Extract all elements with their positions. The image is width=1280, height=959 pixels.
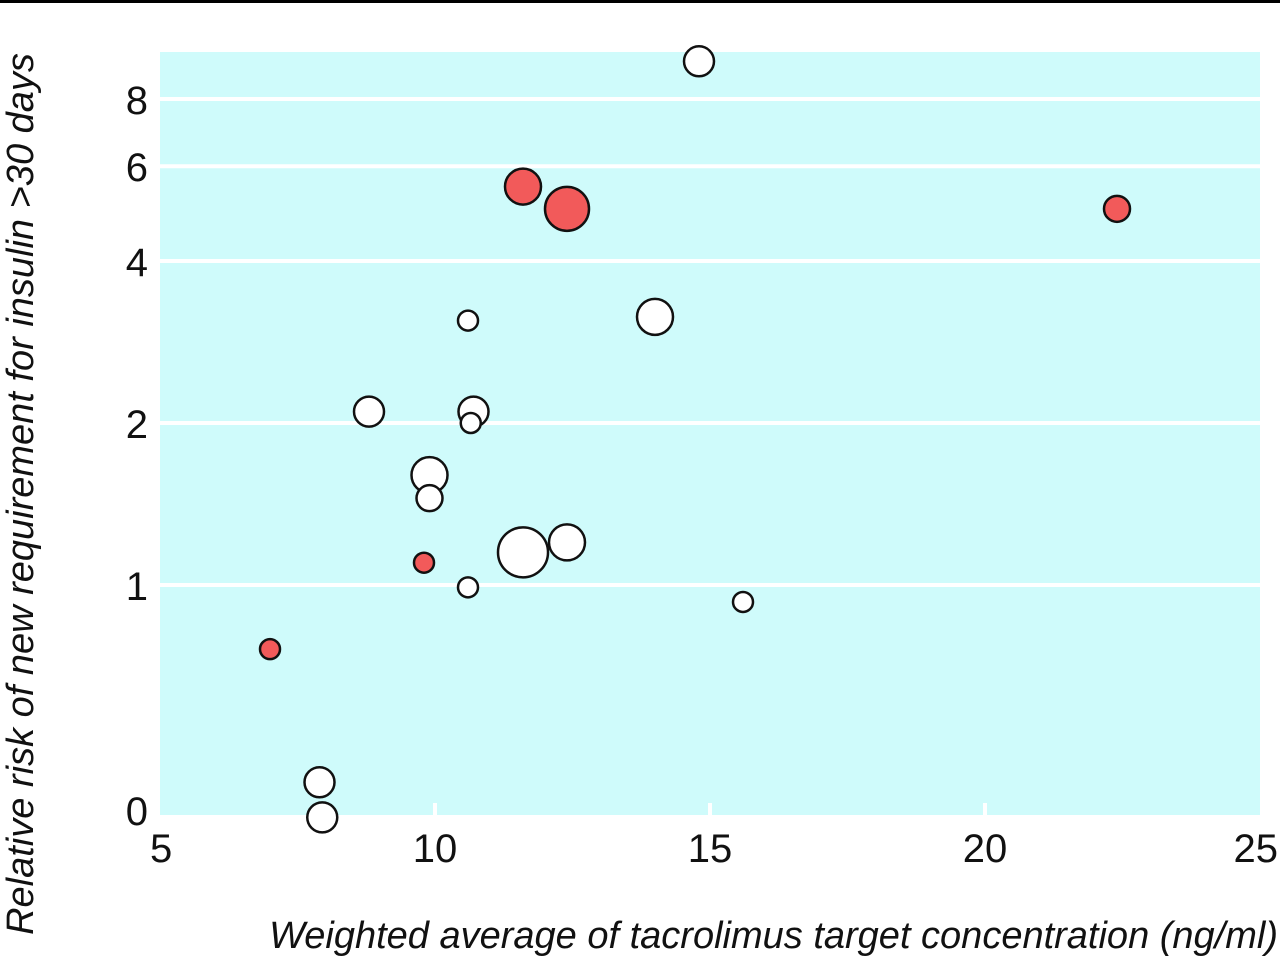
data-point-open <box>456 309 480 332</box>
x-tick-label: 15 <box>688 827 733 871</box>
data-point-open <box>456 576 480 599</box>
data-point-open <box>547 523 587 562</box>
data-point-open <box>303 765 336 799</box>
data-point-open <box>352 395 386 428</box>
y-tick-label: 1 <box>126 565 148 609</box>
data-point-filled <box>503 167 543 206</box>
grid-lines <box>160 97 1260 587</box>
data-point-filled <box>1102 194 1132 224</box>
data-point-open <box>415 483 444 513</box>
y-tick-label: 0 <box>126 790 148 834</box>
data-point-filled <box>258 637 282 661</box>
y-tick-label: 8 <box>126 79 148 123</box>
x-tick-label: 20 <box>963 827 1008 871</box>
data-point-open <box>682 45 716 78</box>
data-point-open <box>496 526 550 579</box>
data-points <box>258 45 1132 834</box>
x-tick-label: 5 <box>150 827 172 871</box>
plot-background <box>160 52 1260 815</box>
y-axis-title: Relative risk of new requirement for ins… <box>0 53 42 935</box>
data-point-open <box>459 411 482 435</box>
y-axis-ticks: 0 1 2 4 6 8 <box>126 79 148 834</box>
data-point-filled <box>543 185 591 233</box>
data-point-open <box>306 801 339 834</box>
data-point-filled <box>412 551 436 574</box>
x-tick-label: 25 <box>1234 827 1279 871</box>
data-point-open <box>731 590 755 614</box>
x-axis-title: Weighted average of tacrolimus target co… <box>269 915 1278 957</box>
y-tick-label: 6 <box>126 146 148 190</box>
data-point-open <box>635 297 675 337</box>
top-border-rule <box>0 0 1280 3</box>
x-tick-label: 10 <box>413 827 458 871</box>
x-axis-ticks: 5 10 15 20 25 <box>150 803 1278 871</box>
y-tick-label: 4 <box>126 241 148 285</box>
y-tick-label: 2 <box>126 403 148 447</box>
